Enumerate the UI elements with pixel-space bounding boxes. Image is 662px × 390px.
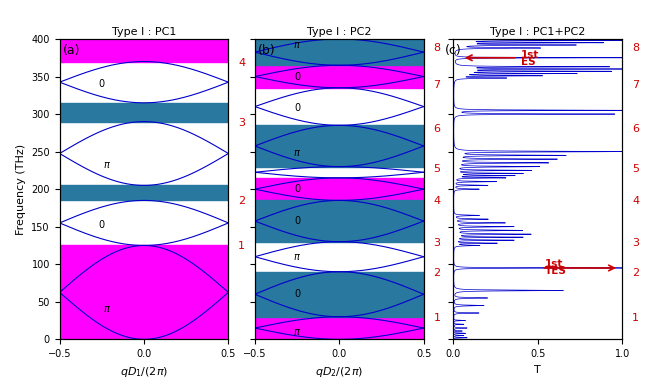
X-axis label: $qD_1/(2\pi)$: $qD_1/(2\pi)$ bbox=[120, 365, 168, 379]
Text: $\pi$: $\pi$ bbox=[293, 148, 301, 158]
Text: (c): (c) bbox=[445, 44, 462, 57]
Text: ES: ES bbox=[521, 57, 536, 67]
Y-axis label: Frequency (THz): Frequency (THz) bbox=[16, 144, 26, 235]
Text: 1st: 1st bbox=[545, 259, 563, 269]
Bar bbox=[60, 39, 228, 62]
Text: TES: TES bbox=[545, 266, 567, 276]
Bar bbox=[60, 103, 228, 122]
Text: (a): (a) bbox=[63, 44, 81, 57]
Text: 0: 0 bbox=[99, 220, 105, 230]
Bar bbox=[60, 185, 228, 200]
Text: 0: 0 bbox=[99, 79, 105, 89]
Title: Type I : PC1+PC2: Type I : PC1+PC2 bbox=[490, 27, 586, 37]
Text: 1st: 1st bbox=[521, 50, 540, 60]
Text: 0: 0 bbox=[294, 289, 300, 299]
Bar bbox=[255, 317, 424, 339]
Bar bbox=[255, 65, 424, 88]
Text: $\pi$: $\pi$ bbox=[293, 40, 301, 50]
X-axis label: $qD_2/(2\pi)$: $qD_2/(2\pi)$ bbox=[315, 365, 363, 379]
Title: Type I : PC1: Type I : PC1 bbox=[112, 27, 176, 37]
Bar bbox=[255, 200, 424, 242]
Text: $\pi$: $\pi$ bbox=[293, 327, 301, 337]
Bar bbox=[255, 39, 424, 65]
Text: 0: 0 bbox=[294, 216, 300, 226]
Text: $\pi$: $\pi$ bbox=[293, 252, 301, 262]
Text: (b): (b) bbox=[258, 44, 276, 57]
Text: 0: 0 bbox=[294, 184, 300, 194]
Bar bbox=[255, 272, 424, 317]
X-axis label: T: T bbox=[534, 365, 542, 374]
Bar bbox=[60, 245, 228, 339]
Bar bbox=[255, 125, 424, 167]
Title: Type I : PC2: Type I : PC2 bbox=[307, 27, 371, 37]
Bar bbox=[255, 178, 424, 200]
Text: $\pi$: $\pi$ bbox=[103, 304, 111, 314]
Text: 0: 0 bbox=[294, 103, 300, 113]
Text: $\pi$: $\pi$ bbox=[103, 160, 111, 170]
Text: 0: 0 bbox=[294, 71, 300, 82]
